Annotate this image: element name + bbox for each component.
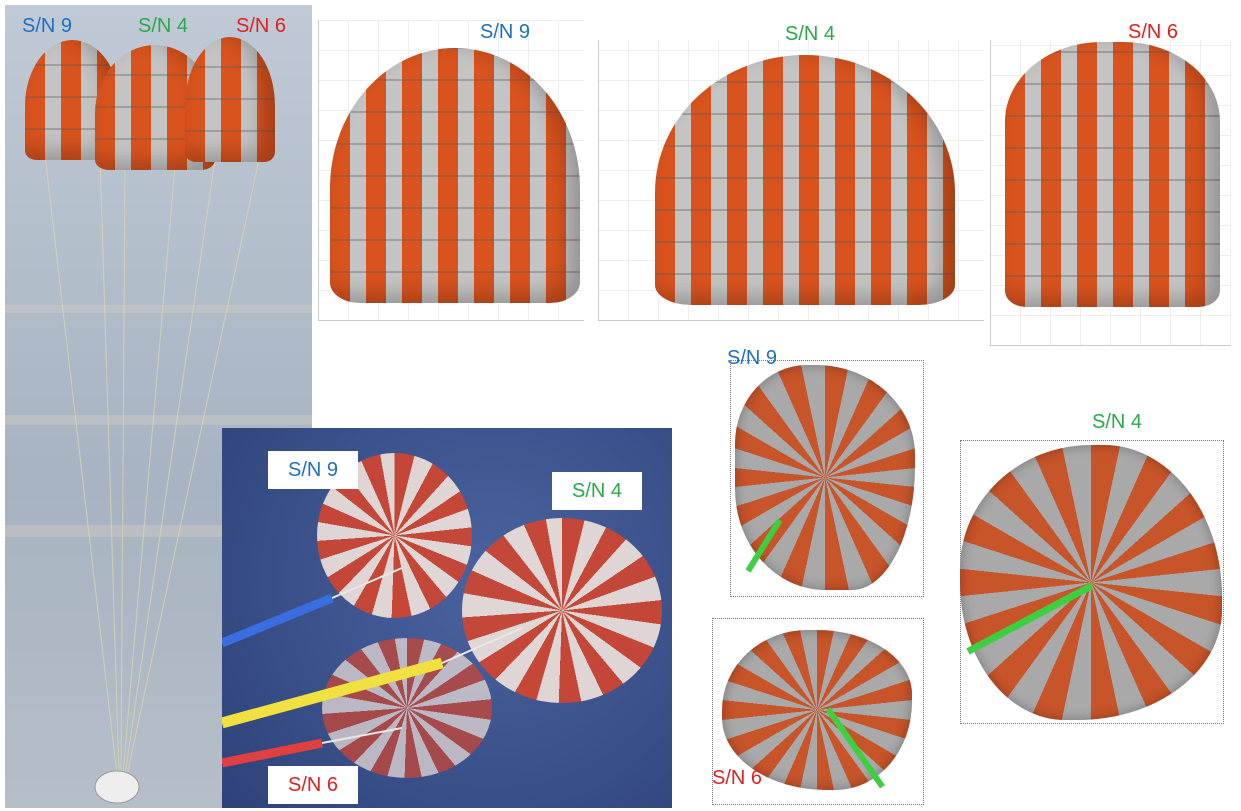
label: S/N 6	[1128, 21, 1179, 43]
canopy-top-view	[722, 630, 912, 790]
label: S/N 9	[727, 347, 778, 369]
canopy	[462, 518, 662, 703]
label: S/N 6	[268, 766, 358, 804]
label: S/N 6	[712, 767, 763, 789]
label: S/N 6	[236, 15, 287, 37]
label: S/N 4	[1092, 411, 1143, 433]
label: S/N 4	[552, 472, 642, 510]
label: S/N 9	[268, 451, 358, 489]
canopy-model	[655, 55, 955, 305]
canopy-model	[330, 48, 580, 303]
canopy-model	[1005, 42, 1220, 307]
canopy-top-view	[735, 365, 915, 590]
label: S/N 9	[22, 15, 73, 37]
canopy	[322, 638, 492, 778]
plot-frame	[712, 618, 924, 805]
plot-frame	[730, 360, 924, 597]
label: S/N 9	[480, 21, 531, 43]
inset-photo	[222, 428, 672, 808]
label: S/N 4	[138, 15, 189, 37]
canopy	[185, 37, 275, 162]
risers	[222, 567, 523, 768]
label: S/N 4	[785, 23, 836, 45]
canopy-top-view	[960, 445, 1222, 720]
